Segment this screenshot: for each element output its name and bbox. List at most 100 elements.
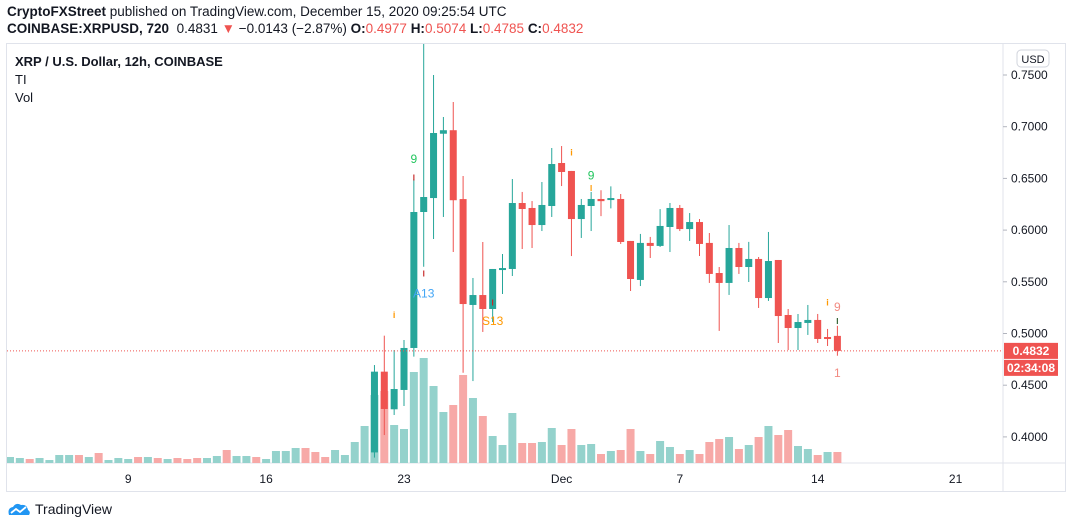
volume-bar bbox=[222, 450, 231, 463]
volume-bar bbox=[665, 447, 674, 463]
candle-body bbox=[420, 197, 428, 213]
volume-bar bbox=[685, 450, 694, 463]
candle-body bbox=[824, 337, 832, 340]
volume-bar bbox=[301, 448, 310, 463]
candle-body bbox=[755, 258, 763, 299]
volume-bar bbox=[134, 457, 143, 463]
volume-bar bbox=[242, 456, 251, 463]
legend-vol[interactable]: Vol bbox=[15, 90, 34, 105]
td-annotation: S13 bbox=[482, 314, 504, 328]
candle-body bbox=[370, 371, 378, 453]
x-tick-label: 21 bbox=[949, 472, 963, 486]
volume-bar bbox=[45, 460, 54, 463]
tradingview-logo[interactable]: TradingView bbox=[7, 501, 112, 517]
volume-bar bbox=[813, 455, 822, 463]
x-tick-label: Dec bbox=[551, 472, 572, 486]
candle-body bbox=[459, 199, 467, 305]
volume-bar bbox=[124, 459, 133, 463]
legend-title: XRP / U.S. Dollar, 12h, COINBASE bbox=[15, 54, 223, 69]
candle-body bbox=[617, 198, 625, 242]
volume-bar bbox=[252, 457, 261, 463]
candle-body bbox=[558, 162, 566, 172]
volume-bar bbox=[84, 457, 93, 463]
volume-bar bbox=[193, 458, 202, 463]
info-marker-icon: i bbox=[570, 148, 573, 158]
td-marker-icon: I bbox=[423, 270, 425, 279]
volume-bar bbox=[656, 441, 665, 463]
volume-bar bbox=[331, 450, 340, 463]
volume-bar bbox=[715, 439, 724, 463]
last-price: 0.4831 bbox=[176, 21, 218, 36]
symbol: COINBASE:XRPUSD, 720 bbox=[7, 21, 170, 36]
volume-bar bbox=[271, 451, 280, 463]
volume-bar bbox=[626, 429, 635, 463]
candle-body bbox=[794, 322, 802, 329]
volume-bar bbox=[104, 460, 113, 463]
volume-bar bbox=[143, 457, 152, 463]
last-price-tag bbox=[1004, 342, 1058, 359]
volume-bar bbox=[65, 455, 74, 463]
candle-body bbox=[804, 319, 812, 323]
candle-body bbox=[676, 207, 684, 230]
volume-bar bbox=[163, 459, 172, 463]
volume-bar bbox=[340, 455, 349, 463]
volume-bar bbox=[794, 446, 802, 463]
volume-bar bbox=[281, 451, 290, 463]
high-label: H: bbox=[410, 21, 425, 36]
low-value: 0.4785 bbox=[482, 21, 525, 36]
td-annotation: 9 bbox=[588, 168, 595, 182]
volume-bar bbox=[823, 452, 832, 463]
td-annotation: 1 bbox=[834, 366, 841, 380]
candle-body bbox=[784, 314, 792, 329]
candle-body bbox=[538, 204, 546, 226]
candle-body bbox=[705, 242, 713, 274]
td-annotation: A13 bbox=[413, 286, 435, 300]
volume-bar bbox=[744, 445, 753, 463]
countdown-tag bbox=[1004, 359, 1058, 376]
currency-label: USD bbox=[1021, 54, 1044, 66]
volume-bar bbox=[212, 456, 221, 463]
candle-body bbox=[666, 207, 674, 227]
publisher[interactable]: CryptoFXStreet bbox=[7, 4, 107, 19]
candle-body bbox=[774, 259, 782, 317]
volume-bar bbox=[55, 455, 64, 463]
legend-ti[interactable]: TI bbox=[15, 72, 27, 87]
volume-bar bbox=[557, 445, 566, 463]
volume-bar bbox=[350, 442, 359, 463]
volume-bar bbox=[74, 455, 83, 463]
currency-button bbox=[1016, 49, 1050, 68]
volume-bar bbox=[390, 425, 399, 463]
td-marker-icon: I bbox=[492, 299, 494, 308]
high-value: 0.5074 bbox=[424, 21, 467, 36]
x-tick-label: 16 bbox=[259, 472, 273, 486]
candle-body bbox=[735, 247, 743, 268]
volume-bar bbox=[468, 398, 477, 463]
open-label: O: bbox=[350, 21, 366, 36]
volume-bar bbox=[833, 452, 842, 463]
info-marker-icon: i bbox=[826, 298, 829, 308]
volume-bar bbox=[725, 437, 734, 463]
candle-body bbox=[715, 273, 723, 283]
publish-info: CryptoFXStreet published on TradingView.… bbox=[7, 4, 507, 19]
volume-bar bbox=[439, 412, 448, 463]
volume-bar bbox=[606, 451, 615, 463]
volume-bar bbox=[803, 449, 812, 463]
y-tick-label: 0.7500 bbox=[1011, 68, 1048, 82]
candle-body bbox=[814, 319, 822, 339]
td-marker-icon: I bbox=[590, 184, 592, 193]
volume-bar bbox=[449, 405, 458, 463]
volume-bar bbox=[764, 426, 773, 463]
y-tick-label: 0.4000 bbox=[1011, 430, 1048, 444]
volume-bar bbox=[784, 430, 793, 463]
close-label: C: bbox=[527, 21, 543, 36]
candle-body bbox=[646, 242, 654, 246]
candle-body bbox=[696, 222, 703, 244]
symbol-info: COINBASE:XRPUSD, 720 0.4831 ▼ −0.0143 (−… bbox=[7, 21, 583, 36]
low-label: L: bbox=[470, 21, 483, 36]
volume-bar bbox=[705, 442, 714, 463]
candle-body bbox=[745, 258, 753, 268]
y-tick-label: 0.6500 bbox=[1011, 171, 1048, 185]
x-tick-label: 23 bbox=[397, 472, 411, 486]
candle-body bbox=[656, 225, 664, 246]
